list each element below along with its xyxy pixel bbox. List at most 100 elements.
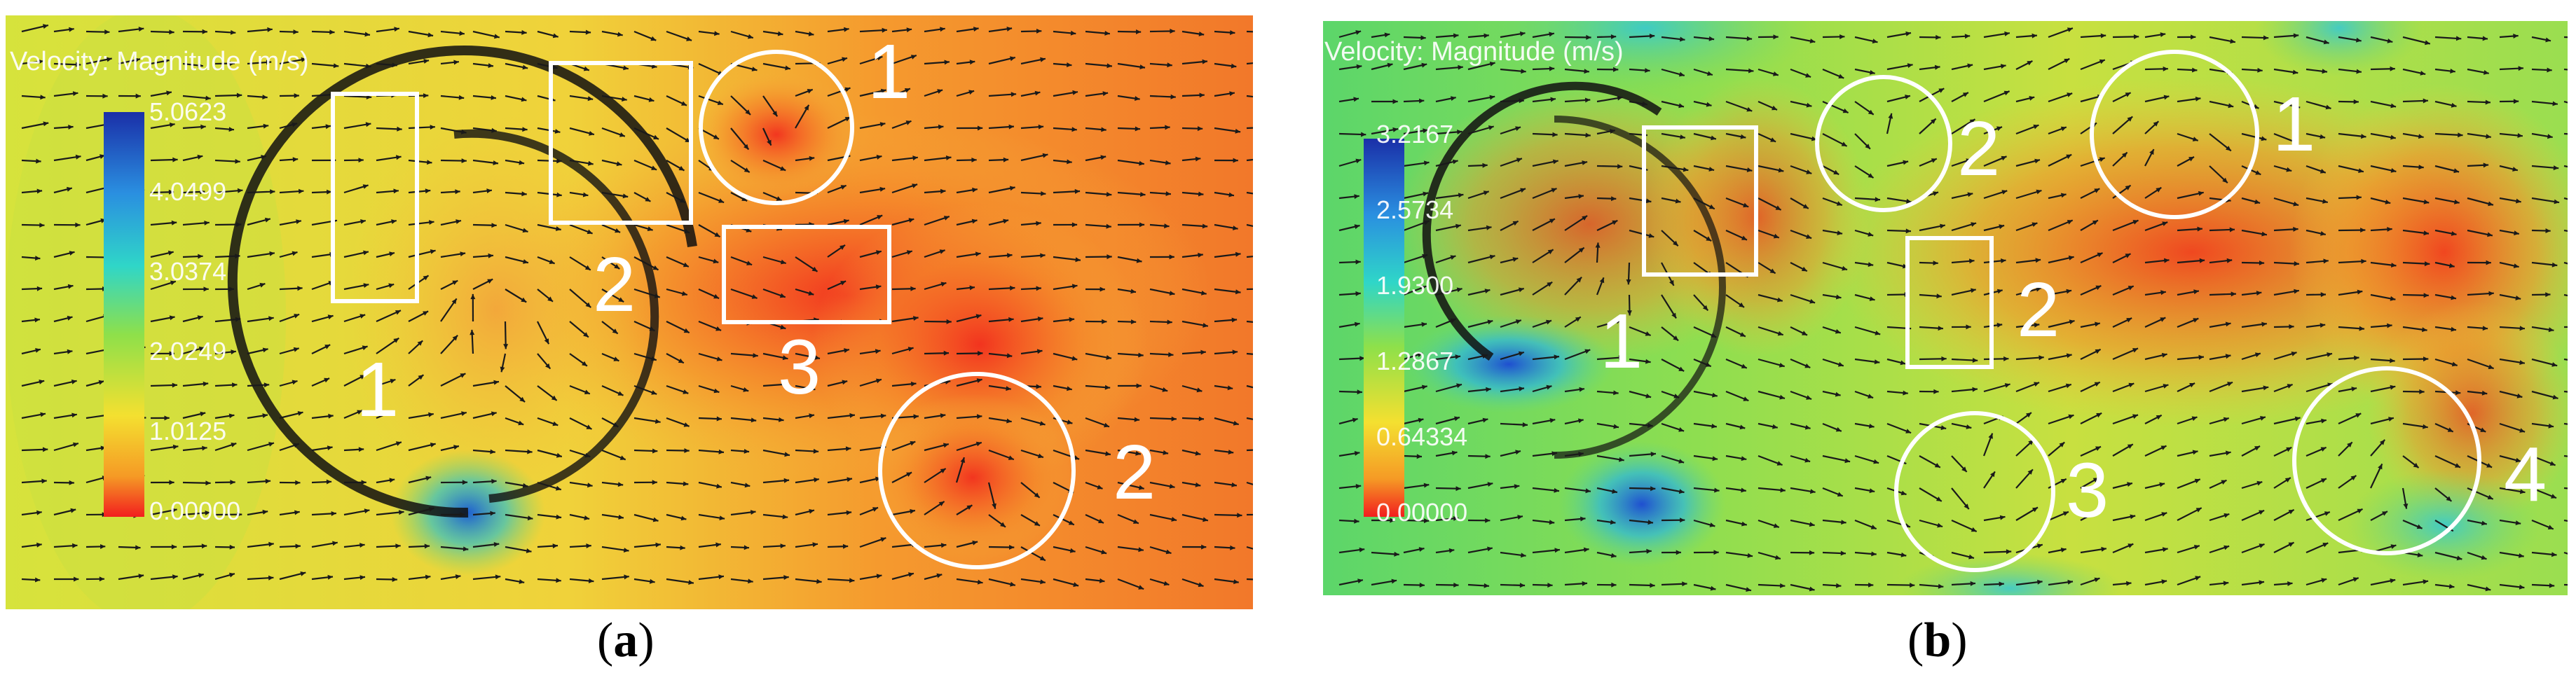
velocity-arrow-head: [2163, 66, 2168, 71]
velocity-arrow-head: [875, 284, 882, 290]
velocity-arrow-head: [650, 36, 657, 41]
velocity-arrow-head: [1710, 585, 1716, 591]
velocity-arrow-head: [2059, 442, 2065, 447]
velocity-arrow-head: [135, 545, 141, 550]
velocity-arrow-head: [585, 302, 591, 308]
velocity-arrow-head: [1549, 66, 1555, 71]
velocity-arrow-head: [1198, 582, 1204, 588]
velocity-arrow-head: [1905, 429, 1912, 433]
velocity-arrow-head: [107, 57, 112, 62]
velocity-arrow-head: [1199, 92, 1205, 98]
velocity-arrow-head: [1870, 525, 1877, 529]
velocity-arrow-head: [715, 542, 721, 548]
velocity-arrow-head: [1610, 520, 1616, 525]
velocity-arrow-head: [1833, 169, 1839, 175]
velocity-arrow-head: [713, 134, 719, 139]
velocity-arrow-head: [2551, 362, 2558, 367]
velocity-arrow-head: [2551, 494, 2556, 499]
velocity-arrow-head: [2226, 146, 2231, 151]
velocity-arrow-head: [1000, 522, 1006, 527]
velocity-arrow-head: [2325, 104, 2331, 110]
velocity-arrow-head: [978, 125, 983, 131]
velocity-arrow-head: [812, 542, 818, 548]
velocity-arrow-head: [2390, 384, 2396, 390]
velocity-arrow-head: [430, 249, 436, 254]
velocity-arrow-head: [1874, 359, 1880, 365]
velocity-arrow-head: [205, 480, 211, 486]
velocity-arrow-head: [969, 285, 975, 291]
velocity-arrow-head: [973, 27, 979, 32]
velocity-arrow-head: [1746, 106, 1753, 112]
velocity-arrow-head: [425, 188, 431, 194]
velocity-arrow-head: [295, 543, 301, 549]
velocity-arrow-head: [1421, 321, 1427, 327]
velocity-arrow-head: [1743, 202, 1749, 208]
velocity-arrow-head: [357, 410, 363, 415]
velocity-arrow-head: [1422, 254, 1427, 259]
velocity-arrow-head: [1646, 548, 1652, 554]
velocity-arrow-head: [2198, 354, 2204, 360]
velocity-arrow-head: [1772, 424, 1778, 429]
velocity-arrow-head: [2545, 292, 2551, 298]
velocity-arrow-head: [138, 574, 144, 579]
velocity-arrow-head: [1170, 94, 1176, 99]
velocity-arrow-head: [877, 215, 883, 220]
velocity-arrow-head: [1098, 518, 1104, 523]
velocity-arrow-head: [2256, 291, 2262, 296]
velocity-arrow-head: [1423, 220, 1430, 225]
velocity-arrow-head: [423, 93, 429, 98]
velocity-arrow-head: [69, 27, 74, 32]
velocity-arrow-head: [1231, 482, 1237, 487]
velocity-arrow-head: [1931, 118, 1936, 124]
velocity-arrow-head: [43, 121, 49, 127]
velocity-arrow-head: [1549, 418, 1556, 423]
velocity-arrow-head: [2128, 543, 2134, 548]
velocity-arrow-head: [2416, 524, 2423, 529]
velocity-arrow-head: [1905, 31, 1911, 36]
velocity-arrow-head: [872, 507, 878, 512]
velocity-arrow-head: [1038, 124, 1044, 130]
velocity-arrow-head: [2066, 289, 2072, 294]
velocity-arrow-head: [1067, 419, 1073, 424]
velocity-arrow-head: [2033, 124, 2039, 130]
velocity-arrow-head: [556, 578, 561, 583]
velocity-arrow-head: [264, 217, 270, 223]
velocity-arrow-head: [1936, 293, 1942, 299]
velocity-arrow-head: [1418, 547, 1425, 552]
velocity-arrow-head: [2517, 133, 2523, 138]
velocity-arrow-head: [1585, 488, 1591, 494]
velocity-arrow-head: [294, 93, 299, 99]
velocity-arrow-head: [490, 449, 495, 454]
velocity-arrow-head: [2515, 520, 2521, 525]
velocity-arrow-head: [327, 574, 333, 580]
velocity-arrow-head: [2132, 348, 2138, 353]
velocity-arrow-head: [971, 158, 977, 162]
velocity-arrow-head: [938, 501, 945, 506]
velocity-arrow-head: [1780, 487, 1786, 493]
velocity-arrow-head: [551, 395, 557, 401]
velocity-arrow-head: [1233, 579, 1239, 585]
velocity-arrow-head: [2231, 291, 2236, 297]
velocity-arrow-head: [1097, 485, 1103, 490]
velocity-arrow-head: [617, 32, 623, 37]
velocity-arrow-head: [2101, 546, 2106, 552]
velocity-arrow-head: [35, 348, 41, 353]
velocity-arrow-head: [2259, 261, 2265, 265]
velocity-arrow-head: [166, 90, 172, 96]
velocity-arrow-head: [2390, 168, 2397, 173]
velocity-arrow-head: [71, 380, 77, 384]
velocity-arrow-head: [1546, 384, 1552, 390]
velocity-arrow-head: [1972, 358, 1978, 363]
velocity-arrow-head: [1451, 96, 1456, 101]
velocity-arrow-head: [1673, 335, 1679, 341]
velocity-arrow-head: [937, 89, 943, 94]
velocity-arrow-head: [913, 316, 919, 321]
velocity-arrow-head: [2095, 321, 2100, 327]
velocity-arrow-head: [1936, 34, 1941, 40]
velocity-arrow-head: [1969, 258, 1975, 264]
velocity-arrow-head: [429, 220, 434, 225]
velocity-arrow-head: [547, 296, 553, 302]
velocity-arrow-head: [292, 122, 298, 127]
velocity-arrow-head: [1418, 417, 1424, 423]
velocity-arrow-head: [2321, 418, 2327, 424]
